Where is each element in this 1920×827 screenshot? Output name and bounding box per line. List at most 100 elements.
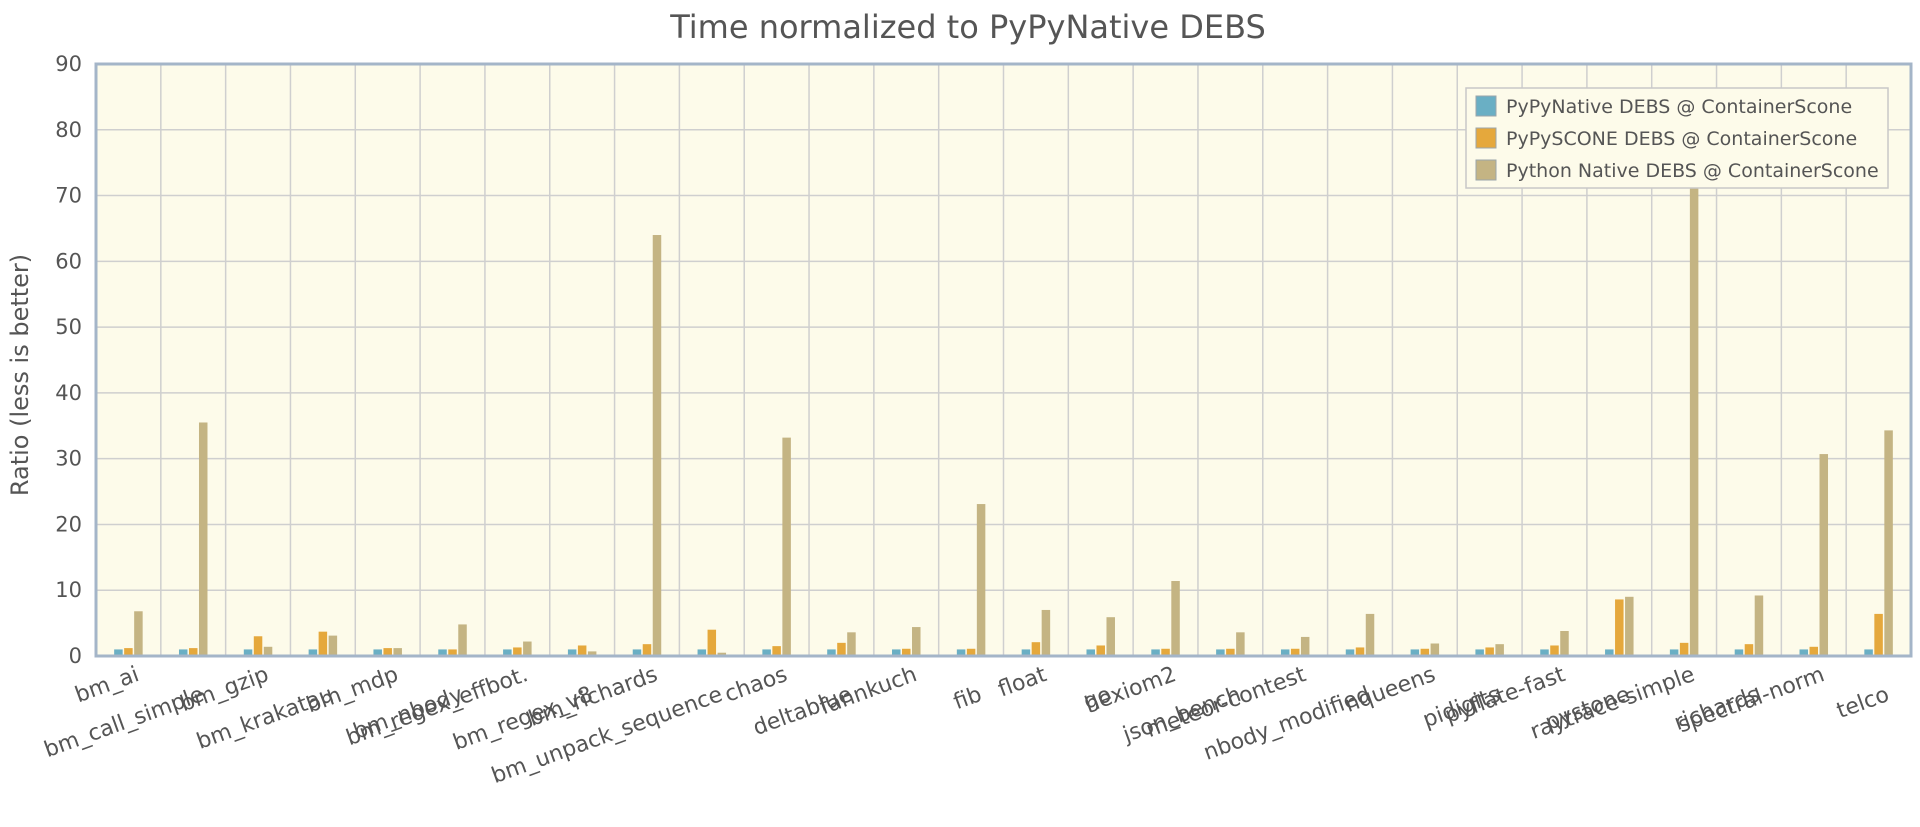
legend-label-series-0: PyPyNative DEBS @ ContainerScone [1506, 96, 1852, 118]
bar-telco-series-1 [1874, 613, 1883, 656]
bar-hexiom2-series-1 [1161, 648, 1170, 656]
x-tick-label: spectral-norm [1675, 662, 1828, 738]
x-tick-label: telco [1833, 682, 1892, 724]
bar-bm_gzip-series-0 [243, 649, 253, 656]
bar-deltablue-series-1 [837, 642, 846, 656]
bar-bm_call_simple-series-0 [178, 649, 188, 656]
bar-hexiom2-series-0 [1151, 649, 1160, 656]
bar-bm_regex_v8-series-0 [567, 649, 577, 656]
bar-bm_mdp-series-2 [393, 648, 402, 656]
bar-hexiom2-series-2 [1171, 581, 1180, 656]
bar-raytrace-simple-series-0 [1669, 649, 1679, 656]
bar-spectral-norm-series-1 [1809, 646, 1819, 656]
bar-go-series-1 [1096, 645, 1105, 656]
bar-nqueens-series-2 [1430, 643, 1440, 656]
bar-bm_call_simple-series-2 [198, 422, 208, 656]
bar-deltablue-series-2 [847, 632, 856, 656]
bar-pyflate-fast-series-2 [1560, 631, 1569, 656]
bar-meteor-contest-series-2 [1300, 636, 1310, 656]
y-tick-label: 40 [55, 381, 82, 405]
bar-deltablue-series-0 [827, 649, 836, 656]
bar-richards-series-2 [1754, 595, 1764, 656]
bar-bm_mdp-series-1 [383, 648, 392, 656]
bar-bm_unpack_sequence-series-2 [717, 652, 727, 656]
bar-go-series-2 [1106, 617, 1115, 656]
bar-bm_regex_v8-series-2 [587, 651, 597, 656]
legend-box [1465, 87, 1889, 189]
bar-bm_regex_effbot.-series-2 [523, 641, 532, 656]
bar-float-series-1 [1031, 642, 1041, 656]
bar-bm_nbody-series-2 [458, 624, 467, 656]
bar-bm_richards-series-1 [642, 644, 652, 656]
bar-pystone-series-0 [1605, 649, 1614, 656]
bar-nqueens-series-0 [1410, 649, 1420, 656]
legend-swatch-series-2 [1475, 159, 1497, 181]
bar-pyflate-fast-series-1 [1550, 645, 1559, 656]
bar-bm_krakatau-series-0 [308, 649, 318, 656]
bar-bm_mdp-series-0 [373, 649, 382, 656]
bar-fib-series-1 [966, 648, 976, 656]
x-tick-label: bm_ai [72, 662, 143, 708]
bar-float-series-0 [1021, 649, 1031, 656]
bar-chaos-series-2 [782, 437, 791, 656]
bar-fannkuch-series-2 [912, 627, 921, 656]
bar-bm_gzip-series-1 [253, 636, 263, 656]
x-tick-label: fannkuch [817, 662, 921, 720]
y-tick-label: 60 [55, 249, 82, 273]
bar-bm_unpack_sequence-series-1 [707, 629, 717, 656]
bar-pidigits-series-1 [1485, 647, 1494, 656]
bar-bm_gzip-series-2 [263, 646, 273, 656]
bar-fib-series-0 [956, 649, 966, 656]
legend-swatch-series-0 [1475, 95, 1497, 117]
y-tick-label: 10 [55, 578, 82, 602]
bar-bm_nbody-series-0 [438, 649, 447, 656]
bar-bm_call_simple-series-1 [188, 648, 198, 656]
bar-raytrace-simple-series-2 [1689, 123, 1699, 656]
bar-json_bench-series-2 [1236, 632, 1245, 656]
legend-label-series-2: Python Native DEBS @ ContainerScone [1506, 160, 1879, 182]
y-tick-label: 80 [55, 118, 82, 142]
bar-json_bench-series-1 [1226, 648, 1235, 656]
bar-fannkuch-series-1 [902, 648, 911, 656]
bar-chaos-series-0 [762, 649, 771, 656]
bar-go-series-0 [1086, 649, 1095, 656]
bar-bm_ai-series-0 [114, 649, 123, 656]
legend-swatch-series-1 [1475, 127, 1497, 149]
bars [114, 123, 1893, 656]
y-tick-label: 20 [55, 512, 82, 536]
y-tick-label: 50 [55, 315, 82, 339]
bar-float-series-2 [1041, 609, 1051, 656]
y-tick-label: 90 [55, 52, 82, 76]
bar-fib-series-2 [976, 504, 986, 656]
bar-json_bench-series-0 [1216, 649, 1225, 656]
bar-spectral-norm-series-2 [1819, 454, 1829, 656]
bar-meteor-contest-series-1 [1290, 648, 1300, 656]
legend-label-series-1: PyPySCONE DEBS @ ContainerScone [1506, 128, 1857, 150]
bar-bm_ai-series-2 [134, 611, 143, 656]
y-tick-label: 30 [55, 447, 82, 471]
bar-pyflate-fast-series-0 [1540, 649, 1549, 656]
y-tick-label: 70 [55, 184, 82, 208]
chart-title: Time normalized to PyPyNative DEBS [669, 8, 1266, 46]
bar-bm_krakatau-series-1 [318, 631, 328, 656]
bar-telco-series-0 [1864, 649, 1873, 656]
bar-bm_regex_v8-series-1 [577, 645, 587, 656]
legend: PyPyNative DEBS @ ContainerScone PyPySCO… [1465, 87, 1889, 189]
bar-nbody_modified-series-2 [1365, 613, 1375, 656]
bar-nqueens-series-1 [1420, 648, 1430, 656]
x-tick-label: chaos [722, 662, 791, 708]
bar-bm_unpack_sequence-series-0 [697, 649, 707, 656]
bar-bm_richards-series-2 [652, 235, 662, 656]
bar-bm_nbody-series-1 [448, 649, 457, 656]
bar-pidigits-series-0 [1475, 649, 1484, 656]
bar-pidigits-series-2 [1495, 644, 1504, 656]
bar-bm_krakatau-series-2 [328, 635, 338, 656]
bar-chaos-series-1 [772, 646, 781, 656]
bar-bm_regex_effbot.-series-0 [503, 649, 512, 656]
bar-bm_regex_effbot.-series-1 [513, 647, 522, 656]
y-axis-ticks: 0 10 20 30 40 50 60 70 80 90 [55, 52, 82, 668]
bar-richards-series-1 [1744, 644, 1754, 656]
bar-pystone-series-1 [1615, 599, 1624, 656]
